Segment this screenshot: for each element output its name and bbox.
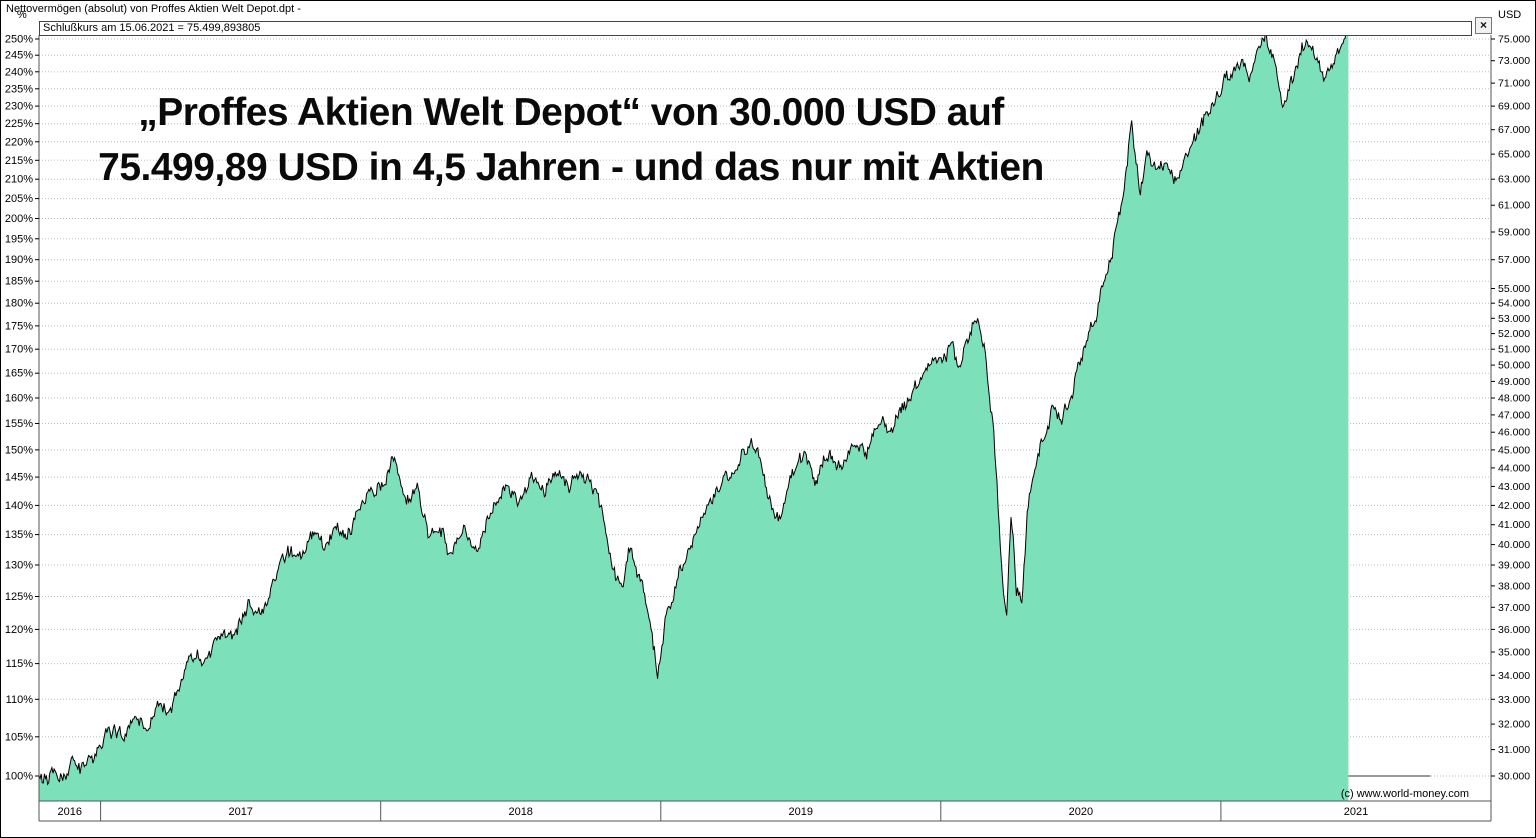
right-axis-tick-label: 35.000 bbox=[1498, 647, 1530, 659]
right-axis-tick-label: 50.000 bbox=[1498, 360, 1530, 372]
area-fill bbox=[39, 31, 1349, 801]
right-axis-tick-label: 63.000 bbox=[1498, 174, 1530, 186]
right-axis-tick-label: 57.000 bbox=[1498, 254, 1530, 266]
year-label: 2016 bbox=[58, 806, 82, 818]
close-icon[interactable]: × bbox=[1475, 17, 1492, 34]
right-axis-tick-label: 46.000 bbox=[1498, 427, 1530, 439]
right-axis-tick-label: 39.000 bbox=[1498, 560, 1530, 572]
right-axis-tick-label: 41.000 bbox=[1498, 519, 1530, 531]
left-axis-tick-label: 205% bbox=[5, 193, 33, 205]
right-axis-tick-label: 49.000 bbox=[1498, 376, 1530, 388]
right-axis-tick-label: 52.000 bbox=[1498, 328, 1530, 340]
right-axis-tick-label: 42.000 bbox=[1498, 500, 1530, 512]
left-axis-tick-label: 100% bbox=[5, 771, 33, 783]
left-axis-unit-label: % bbox=[17, 9, 27, 21]
right-axis-tick-label: 73.000 bbox=[1498, 55, 1530, 67]
left-axis-tick-label: 170% bbox=[5, 344, 33, 356]
right-axis-tick-label: 36.000 bbox=[1498, 624, 1530, 636]
year-label: 2019 bbox=[789, 806, 813, 818]
left-axis-tick-label: 105% bbox=[5, 731, 33, 743]
right-axis-tick-label: 53.000 bbox=[1498, 313, 1530, 325]
right-axis-tick-label: 61.000 bbox=[1498, 200, 1530, 212]
left-axis-tick-label: 165% bbox=[5, 368, 33, 380]
right-axis-tick-label: 75.000 bbox=[1498, 34, 1530, 46]
copyright-text: (c) www.world-money.com bbox=[1340, 788, 1469, 800]
right-axis-tick-label: 45.000 bbox=[1498, 444, 1530, 456]
right-axis-tick-label: 40.000 bbox=[1498, 539, 1530, 551]
left-axis-tick-label: 200% bbox=[5, 213, 33, 225]
annotation-line1: „Proffes Aktien Welt Depot“ von 30.000 U… bbox=[138, 91, 1004, 134]
left-axis-tick-label: 220% bbox=[5, 136, 33, 148]
left-axis-tick-label: 215% bbox=[5, 155, 33, 167]
right-axis-tick-label: 51.000 bbox=[1498, 344, 1530, 356]
left-axis-tick-label: 190% bbox=[5, 254, 33, 266]
year-label: 2017 bbox=[228, 806, 252, 818]
left-axis-tick-label: 140% bbox=[5, 500, 33, 512]
annotation-line2: 75.499,89 USD in 4,5 Jahren - und das nu… bbox=[98, 146, 1044, 189]
left-axis-tick-label: 185% bbox=[5, 276, 33, 288]
right-axis-tick-label: 33.000 bbox=[1498, 694, 1530, 706]
left-axis-tick-label: 240% bbox=[5, 66, 33, 78]
x-axis-band: 2016 2017 2018 2019 2020 2021 bbox=[39, 800, 1491, 822]
left-axis-tick-label: 175% bbox=[5, 320, 33, 332]
right-axis-tick-label: 59.000 bbox=[1498, 227, 1530, 239]
left-axis-tick-label: 120% bbox=[5, 624, 33, 636]
left-axis-tick-label: 230% bbox=[5, 101, 33, 113]
left-axis-tick-label: 245% bbox=[5, 50, 33, 62]
right-axis-tick-label: 30.000 bbox=[1498, 771, 1530, 783]
right-axis-tick-label: 65.000 bbox=[1498, 149, 1530, 161]
right-axis-tick-label: 71.000 bbox=[1498, 78, 1530, 90]
last-close-info: Schlußkurs am 15.06.2021 = 75.499,893805 bbox=[39, 21, 1472, 36]
right-axis-tick-label: 31.000 bbox=[1498, 744, 1530, 756]
left-axis-tick-label: 155% bbox=[5, 418, 33, 430]
right-axis-tick-label: 32.000 bbox=[1498, 719, 1530, 731]
right-axis-tick-label: 47.000 bbox=[1498, 409, 1530, 421]
right-axis-tick-label: 55.000 bbox=[1498, 283, 1530, 295]
right-axis-tick-label: 37.000 bbox=[1498, 602, 1530, 614]
left-axis-tick-label: 150% bbox=[5, 444, 33, 456]
window-title: Nettovermögen (absolut) von Proffes Akti… bbox=[6, 3, 301, 15]
left-axis-tick-label: 195% bbox=[5, 233, 33, 245]
left-axis-tick-label: 225% bbox=[5, 118, 33, 130]
year-label: 2021 bbox=[1344, 806, 1368, 818]
annotation-text: „Proffes Aktien Welt Depot“ von 30.000 U… bbox=[41, 85, 1101, 195]
left-axis-tick-label: 235% bbox=[5, 83, 33, 95]
axes: 250% 245% 240% 235% 230% 225% 220% 215% 210% 205%… bbox=[5, 34, 1530, 821]
left-axis-tick-label: 160% bbox=[5, 393, 33, 405]
right-axis-tick-label: 48.000 bbox=[1498, 393, 1530, 405]
left-axis-tick-label: 130% bbox=[5, 560, 33, 572]
right-axis-tick-label: 69.000 bbox=[1498, 101, 1530, 113]
left-axis-tick-label: 115% bbox=[6, 658, 34, 670]
left-axis-tick-label: 145% bbox=[5, 472, 33, 484]
area-series bbox=[38, 30, 1431, 801]
left-axis-tick-label: 180% bbox=[5, 298, 33, 310]
right-axis-tick-label: 34.000 bbox=[1498, 670, 1530, 682]
right-axis-unit-label: USD bbox=[1498, 9, 1522, 21]
left-axis-tick-label: 250% bbox=[5, 34, 33, 46]
left-axis-tick-label: 125% bbox=[5, 591, 33, 603]
year-label: 2018 bbox=[508, 806, 532, 818]
left-axis-tick-label: 210% bbox=[5, 174, 33, 186]
year-label: 2020 bbox=[1069, 806, 1093, 818]
right-axis-tick-label: 38.000 bbox=[1498, 580, 1530, 592]
price-line bbox=[38, 30, 1349, 786]
right-axis-tick-label: 67.000 bbox=[1498, 124, 1530, 136]
left-axis-tick-label: 135% bbox=[5, 529, 33, 541]
right-axis-tick-label: 44.000 bbox=[1498, 462, 1530, 474]
right-axis-tick-label: 43.000 bbox=[1498, 481, 1530, 493]
right-axis-tick-label: 54.000 bbox=[1498, 298, 1530, 310]
left-axis-tick-label: 110% bbox=[6, 694, 34, 706]
